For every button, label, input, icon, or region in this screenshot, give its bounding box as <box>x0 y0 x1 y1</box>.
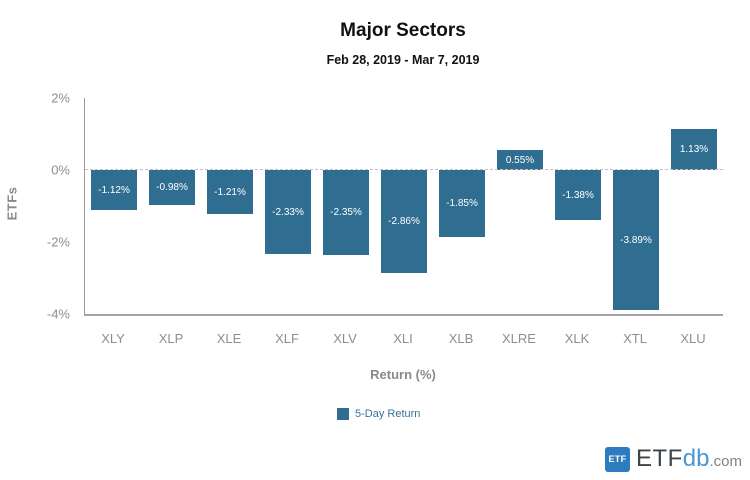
etfdb-logo[interactable]: ETF ETF db .com <box>604 445 742 473</box>
x-tick-XLP: XLP <box>158 331 184 346</box>
bar-value-label: 1.13% <box>679 144 709 155</box>
y-axis-title: ETFs <box>4 186 20 221</box>
bar-value-label: -1.85% <box>446 198 478 209</box>
x-tick-XLE: XLE <box>216 331 242 346</box>
x-tick-XLU: XLU <box>680 331 706 346</box>
chart-subtitle: Feb 28, 2019 - Mar 7, 2019 <box>326 53 480 67</box>
bar-XLI: -2.86% <box>381 170 427 273</box>
bar-XLE: -1.21% <box>207 170 253 214</box>
bar-XLK: -1.38% <box>555 170 601 220</box>
x-axis-tick-labels: XLY XLP XLE XLF XLV XLI XLB XLRE XLK XTL XLU <box>84 331 722 346</box>
brand-wordmark: ETF db .com <box>636 445 742 473</box>
bar-value-label: -1.21% <box>214 186 246 198</box>
x-tick-XTL: XTL <box>623 331 647 346</box>
y-tick--4%: -4% <box>46 306 70 322</box>
bar-XLY: -1.12% <box>91 170 137 210</box>
legend-item[interactable]: 5-Day Return <box>337 408 420 420</box>
bar-value-label: -2.86% <box>388 216 420 227</box>
y-tick-2%: 2% <box>51 90 70 106</box>
zero-dashed-line <box>85 169 723 170</box>
y-tick-0%: 0% <box>51 162 70 178</box>
bar-XLRE: 0.55% <box>497 150 543 170</box>
x-tick-XLY: XLY <box>101 331 125 346</box>
etf-badge-icon: ETF <box>604 446 630 472</box>
bar-value-label: -3.89% <box>620 234 652 246</box>
bar-XLV: -2.35% <box>323 170 369 255</box>
x-tick-XLRE: XLRE <box>502 331 536 346</box>
legend-label: 5-Day Return <box>355 408 421 420</box>
x-axis-title: Return (%) <box>370 367 436 382</box>
bar-XLU: 1.13% <box>671 129 717 170</box>
x-tick-XLF: XLF <box>275 331 299 346</box>
brand-etf-text: ETF <box>635 445 683 472</box>
bar-value-label: -1.38% <box>562 189 594 201</box>
brand-com-text: .com <box>709 453 742 470</box>
y-axis-tick-labels: 2% 0% -2% -4% <box>30 91 76 322</box>
chart-title: Major Sectors <box>340 20 466 41</box>
x-tick-XLK: XLK <box>564 331 590 346</box>
legend-swatch <box>337 408 349 420</box>
bar-value-label: -2.35% <box>330 207 362 218</box>
plot-area: -1.12% -0.98% -1.21% -2.33% -2.35% -2.86% -1.8… <box>84 98 723 316</box>
y-tick--2%: -2% <box>46 234 70 250</box>
bar-XLF: -2.33% <box>265 170 311 254</box>
bar-XTL: -3.89% <box>613 170 659 310</box>
bar-value-label: -2.33% <box>272 206 304 218</box>
bar-XLP: -0.98% <box>149 170 195 205</box>
bar-value-label: -0.98% <box>156 182 188 193</box>
bar-value-label: 0.55% <box>505 154 535 166</box>
brand-db-text: db <box>682 445 710 472</box>
x-tick-XLI: XLI <box>393 331 413 346</box>
bar-XLB: -1.85% <box>439 170 485 237</box>
bar-value-label: -1.12% <box>98 184 130 196</box>
x-tick-XLB: XLB <box>448 331 474 346</box>
x-tick-XLV: XLV <box>333 331 357 346</box>
